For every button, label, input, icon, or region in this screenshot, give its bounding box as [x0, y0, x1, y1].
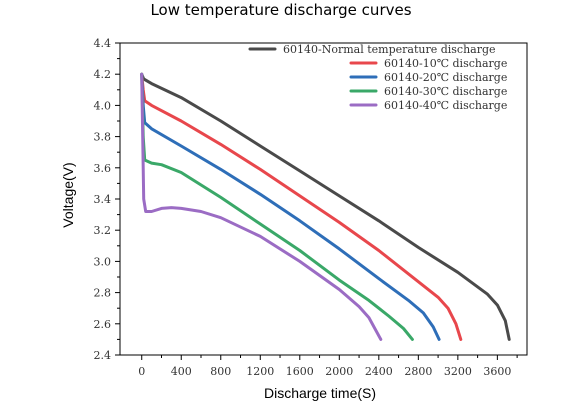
y-tick-label: 3.0: [94, 255, 112, 268]
series-line-2: [140, 72, 463, 341]
x-tick-label: 0: [138, 365, 145, 378]
legend-label-5: 60140-40℃ discharge: [384, 99, 507, 112]
y-axis-label: Voltage(V): [60, 162, 76, 227]
y-tick-label: 3.6: [94, 162, 112, 175]
legend-label-3: 60140-20℃ discharge: [384, 71, 507, 84]
y-axis: 2.4 2.6 2.8 3.0 3.2 3.4 3.6 3.8 4.0 4.2 4.4: [94, 37, 120, 362]
y-tick-label: 2.8: [94, 287, 112, 300]
y-tick-label: 4.0: [94, 99, 112, 112]
x-tick-label: 2000: [325, 365, 353, 378]
x-tick-label: 2800: [404, 365, 432, 378]
x-axis-label: Discharge time(S): [264, 385, 376, 401]
x-tick-label: 400: [171, 365, 192, 378]
legend: 60140-Normal temperature discharge60140-…: [248, 43, 507, 112]
y-tick-label: 3.2: [94, 224, 112, 237]
series-line-1: [140, 72, 511, 341]
y-tick-label: 4.4: [94, 37, 112, 50]
legend-label-4: 60140-30℃ discharge: [384, 85, 507, 98]
x-tick-label: 1600: [286, 365, 314, 378]
series-lines: [140, 72, 511, 341]
y-tick-label: 2.6: [94, 318, 112, 331]
x-axis: 0 400 800 1200 1600 2000 2400 2800 3200 3600: [138, 355, 518, 378]
series-line-5: [140, 72, 383, 341]
chart-title: Low temperature discharge curves: [150, 1, 411, 19]
legend-label-1: 60140-Normal temperature discharge: [283, 43, 496, 56]
y-tick-label: 4.2: [94, 68, 112, 81]
legend-label-2: 60140-10℃ discharge: [384, 57, 507, 70]
y-tick-label: 2.4: [94, 349, 112, 362]
y-tick-label: 3.4: [94, 193, 112, 206]
x-tick-label: 800: [210, 365, 231, 378]
x-tick-label: 1200: [246, 365, 274, 378]
x-tick-label: 2400: [365, 365, 393, 378]
x-tick-label: 3200: [444, 365, 472, 378]
series-line-3: [140, 72, 441, 341]
x-tick-label: 3600: [483, 365, 511, 378]
y-tick-label: 3.8: [94, 131, 112, 144]
series-line-4: [140, 72, 414, 341]
